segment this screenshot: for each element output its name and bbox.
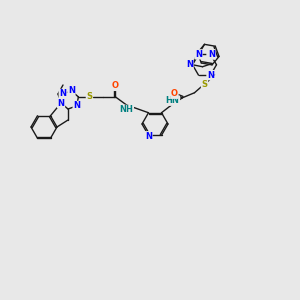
Text: S: S	[202, 80, 208, 89]
Text: HN: HN	[166, 96, 179, 105]
Text: N: N	[145, 132, 152, 141]
Text: N: N	[207, 50, 214, 59]
Text: NH: NH	[119, 105, 133, 114]
Text: O: O	[112, 81, 119, 90]
Text: O: O	[171, 89, 178, 98]
Text: N: N	[207, 70, 214, 80]
Text: N: N	[195, 50, 202, 59]
Text: N: N	[208, 50, 215, 59]
Text: N: N	[73, 101, 80, 110]
Text: S: S	[86, 92, 92, 101]
Text: N: N	[59, 89, 66, 98]
Text: N: N	[186, 60, 193, 69]
Text: N: N	[68, 86, 75, 95]
Text: N: N	[58, 98, 64, 107]
